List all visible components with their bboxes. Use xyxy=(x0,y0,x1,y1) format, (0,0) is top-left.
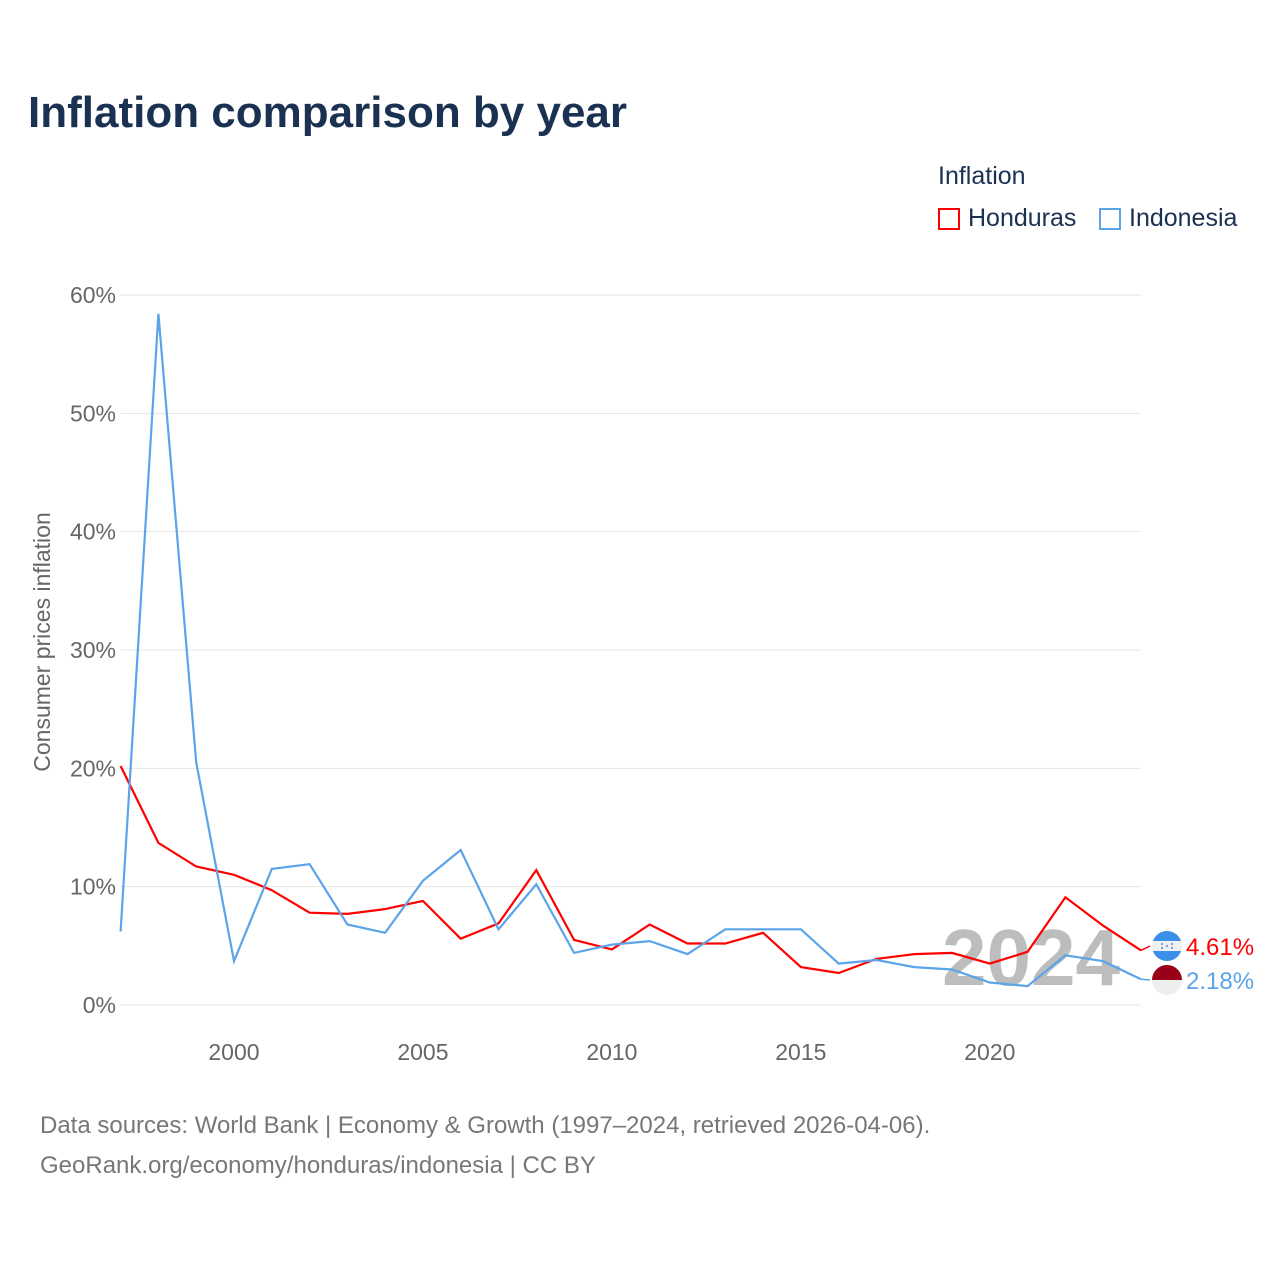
y-tick-label: 0% xyxy=(83,992,116,1018)
end-value-label: 4.61% xyxy=(1186,934,1254,961)
footer-sources: Data sources: World Bank | Economy & Gro… xyxy=(40,1112,931,1139)
end-value-label: 2.18% xyxy=(1186,968,1254,995)
series-line-honduras xyxy=(119,765,1142,975)
x-tick-label: 2010 xyxy=(586,1039,637,1065)
legend-title: Inflation xyxy=(938,162,1026,190)
y-tick-label: 50% xyxy=(70,400,116,426)
y-tick-label: 30% xyxy=(70,637,116,663)
x-tick-label: 2015 xyxy=(775,1039,826,1065)
legend-item-honduras[interactable]: Honduras xyxy=(938,204,1076,233)
legend-swatch-indonesia xyxy=(1099,207,1121,230)
end-label-connector xyxy=(1140,945,1151,952)
series-line-indonesia xyxy=(119,313,1142,988)
indonesia-flag-icon xyxy=(1152,965,1182,995)
y-tick-label: 60% xyxy=(70,282,116,308)
honduras-flag-icon xyxy=(1152,931,1182,961)
x-tick-label: 2005 xyxy=(397,1039,448,1065)
y-tick-label: 20% xyxy=(70,755,116,781)
legend-label: Honduras xyxy=(968,204,1077,232)
legend-swatch-honduras xyxy=(938,207,960,230)
chart-title: Inflation comparison by year xyxy=(28,88,628,137)
x-tick-label: 2000 xyxy=(208,1039,259,1065)
footer-link[interactable]: GeoRank.org/economy/honduras/indonesia |… xyxy=(40,1152,596,1179)
end-label-connector xyxy=(1140,978,1151,981)
footer: Data sources: World Bank | Economy & Gro… xyxy=(40,1106,930,1186)
x-tick-label: 2020 xyxy=(964,1039,1015,1065)
legend-item-indonesia[interactable]: Indonesia xyxy=(1099,204,1237,233)
legend-label: Indonesia xyxy=(1129,204,1238,232)
y-tick-label: 10% xyxy=(70,874,116,900)
y-tick-label: 40% xyxy=(70,519,116,545)
y-axis-label: Consumer prices inflation xyxy=(29,512,55,772)
